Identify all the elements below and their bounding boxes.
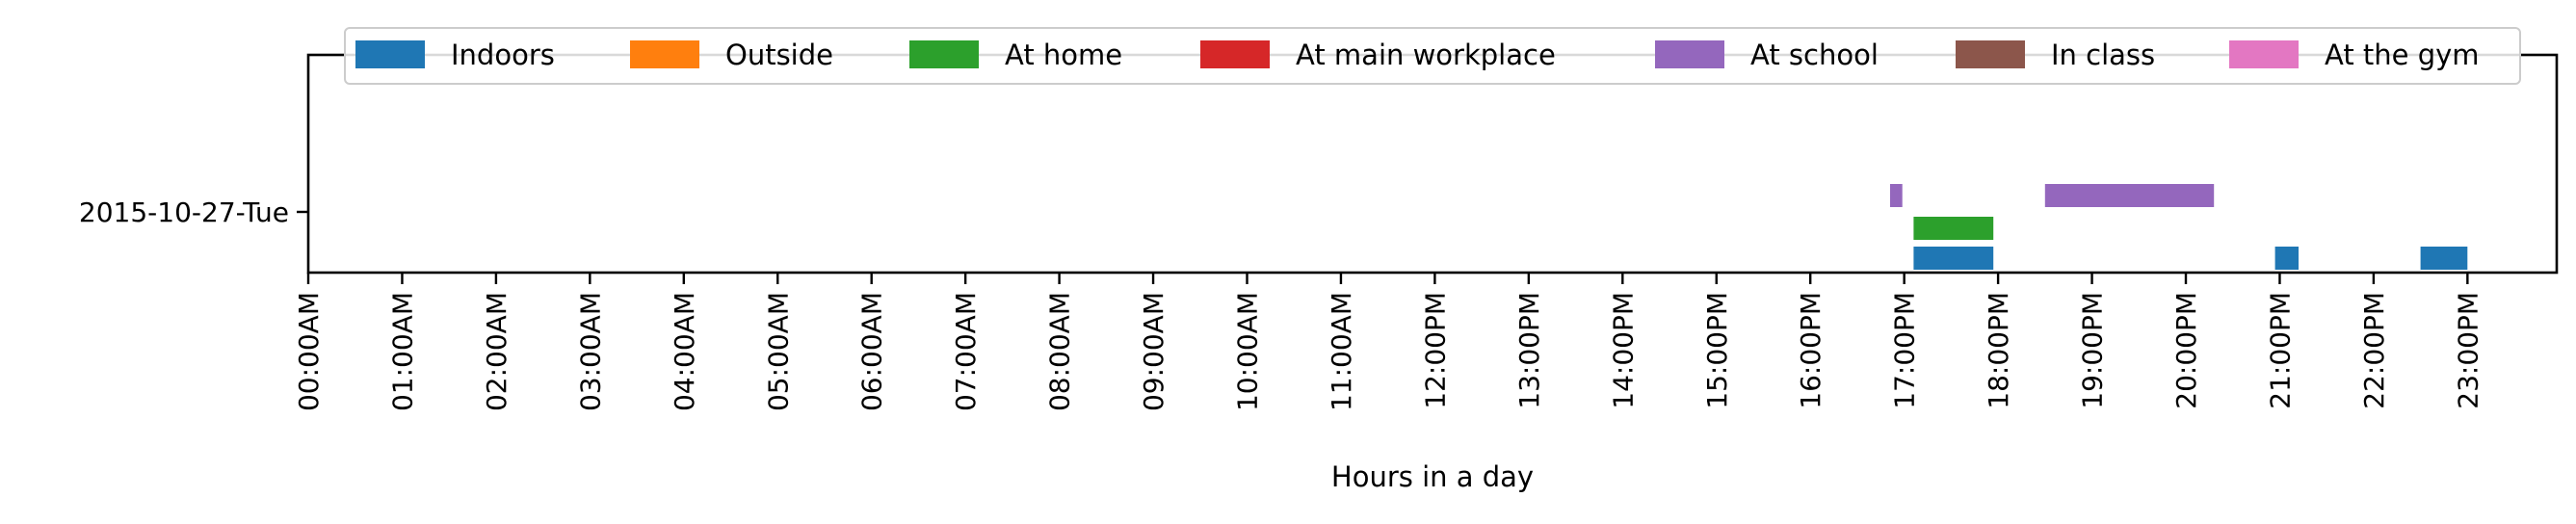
legend-label: Indoors [451, 39, 555, 71]
legend-swatch [2229, 40, 2299, 68]
legend-swatch [355, 40, 425, 68]
x-tick-label: 12:00PM [1419, 292, 1451, 409]
x-tick-label: 08:00AM [1044, 292, 1076, 411]
x-tick-label: 06:00AM [856, 292, 888, 411]
legend-swatch [1200, 40, 1270, 68]
legend-label: At home [1005, 39, 1122, 71]
x-tick-label: 00:00AM [293, 292, 325, 411]
x-tick-label: 18:00PM [1983, 292, 2014, 409]
x-tick-label: 23:00PM [2452, 292, 2484, 409]
x-tick-label: 04:00AM [669, 292, 700, 411]
x-tick-label: 09:00AM [1138, 292, 1170, 411]
x-tick-label: 21:00PM [2264, 292, 2296, 409]
x-tick-label: 17:00PM [1889, 292, 1921, 409]
bar-at-school [2044, 184, 2215, 207]
bar-indoors [1913, 247, 1994, 270]
x-tick-label: 01:00AM [386, 292, 418, 411]
x-tick-label: 05:00AM [762, 292, 794, 411]
legend-label: At school [1750, 39, 1879, 71]
x-tick-label: 02:00AM [481, 292, 513, 411]
legend-label: At main workplace [1296, 39, 1556, 71]
x-tick-label: 03:00AM [574, 292, 606, 411]
legend-swatch [909, 40, 979, 68]
legend-label: Outside [725, 39, 833, 71]
y-tick-label: 2015-10-27-Tue [79, 196, 289, 228]
x-tick-label: 20:00PM [2170, 292, 2202, 409]
legend-swatch [630, 40, 699, 68]
legend-label: At the gym [2325, 39, 2480, 71]
x-axis: 00:00AM 01:00AM 02:00AM 03:00AM 04:00AM 05:00… [293, 273, 2484, 411]
legend-label: In class [2051, 39, 2155, 71]
legend: Indoors Outside At home At main workplace At… [344, 27, 2521, 85]
bars-layer [1890, 184, 2468, 270]
x-tick-label: 15:00PM [1701, 292, 1733, 409]
x-axis-label: Hours in a day [1331, 460, 1534, 493]
bar-at-school [1890, 184, 1903, 207]
x-tick-label: 14:00PM [1607, 292, 1639, 409]
bar-at-home [1913, 217, 1994, 240]
x-tick-label: 11:00AM [1326, 292, 1357, 411]
x-tick-label: 16:00PM [1795, 292, 1827, 409]
x-tick-label: 07:00AM [950, 292, 982, 411]
bar-indoors [2420, 247, 2468, 270]
x-tick-label: 22:00PM [2358, 292, 2390, 409]
y-axis: 2015-10-27-Tue [79, 196, 308, 228]
bar-indoors [2274, 247, 2299, 270]
legend-swatch [1956, 40, 2025, 68]
x-tick-label: 13:00PM [1513, 292, 1545, 409]
x-tick-label: 19:00PM [2077, 292, 2109, 409]
x-tick-label: 10:00AM [1232, 292, 1264, 411]
legend-swatch [1655, 40, 1724, 68]
plot-frame [306, 53, 2559, 275]
